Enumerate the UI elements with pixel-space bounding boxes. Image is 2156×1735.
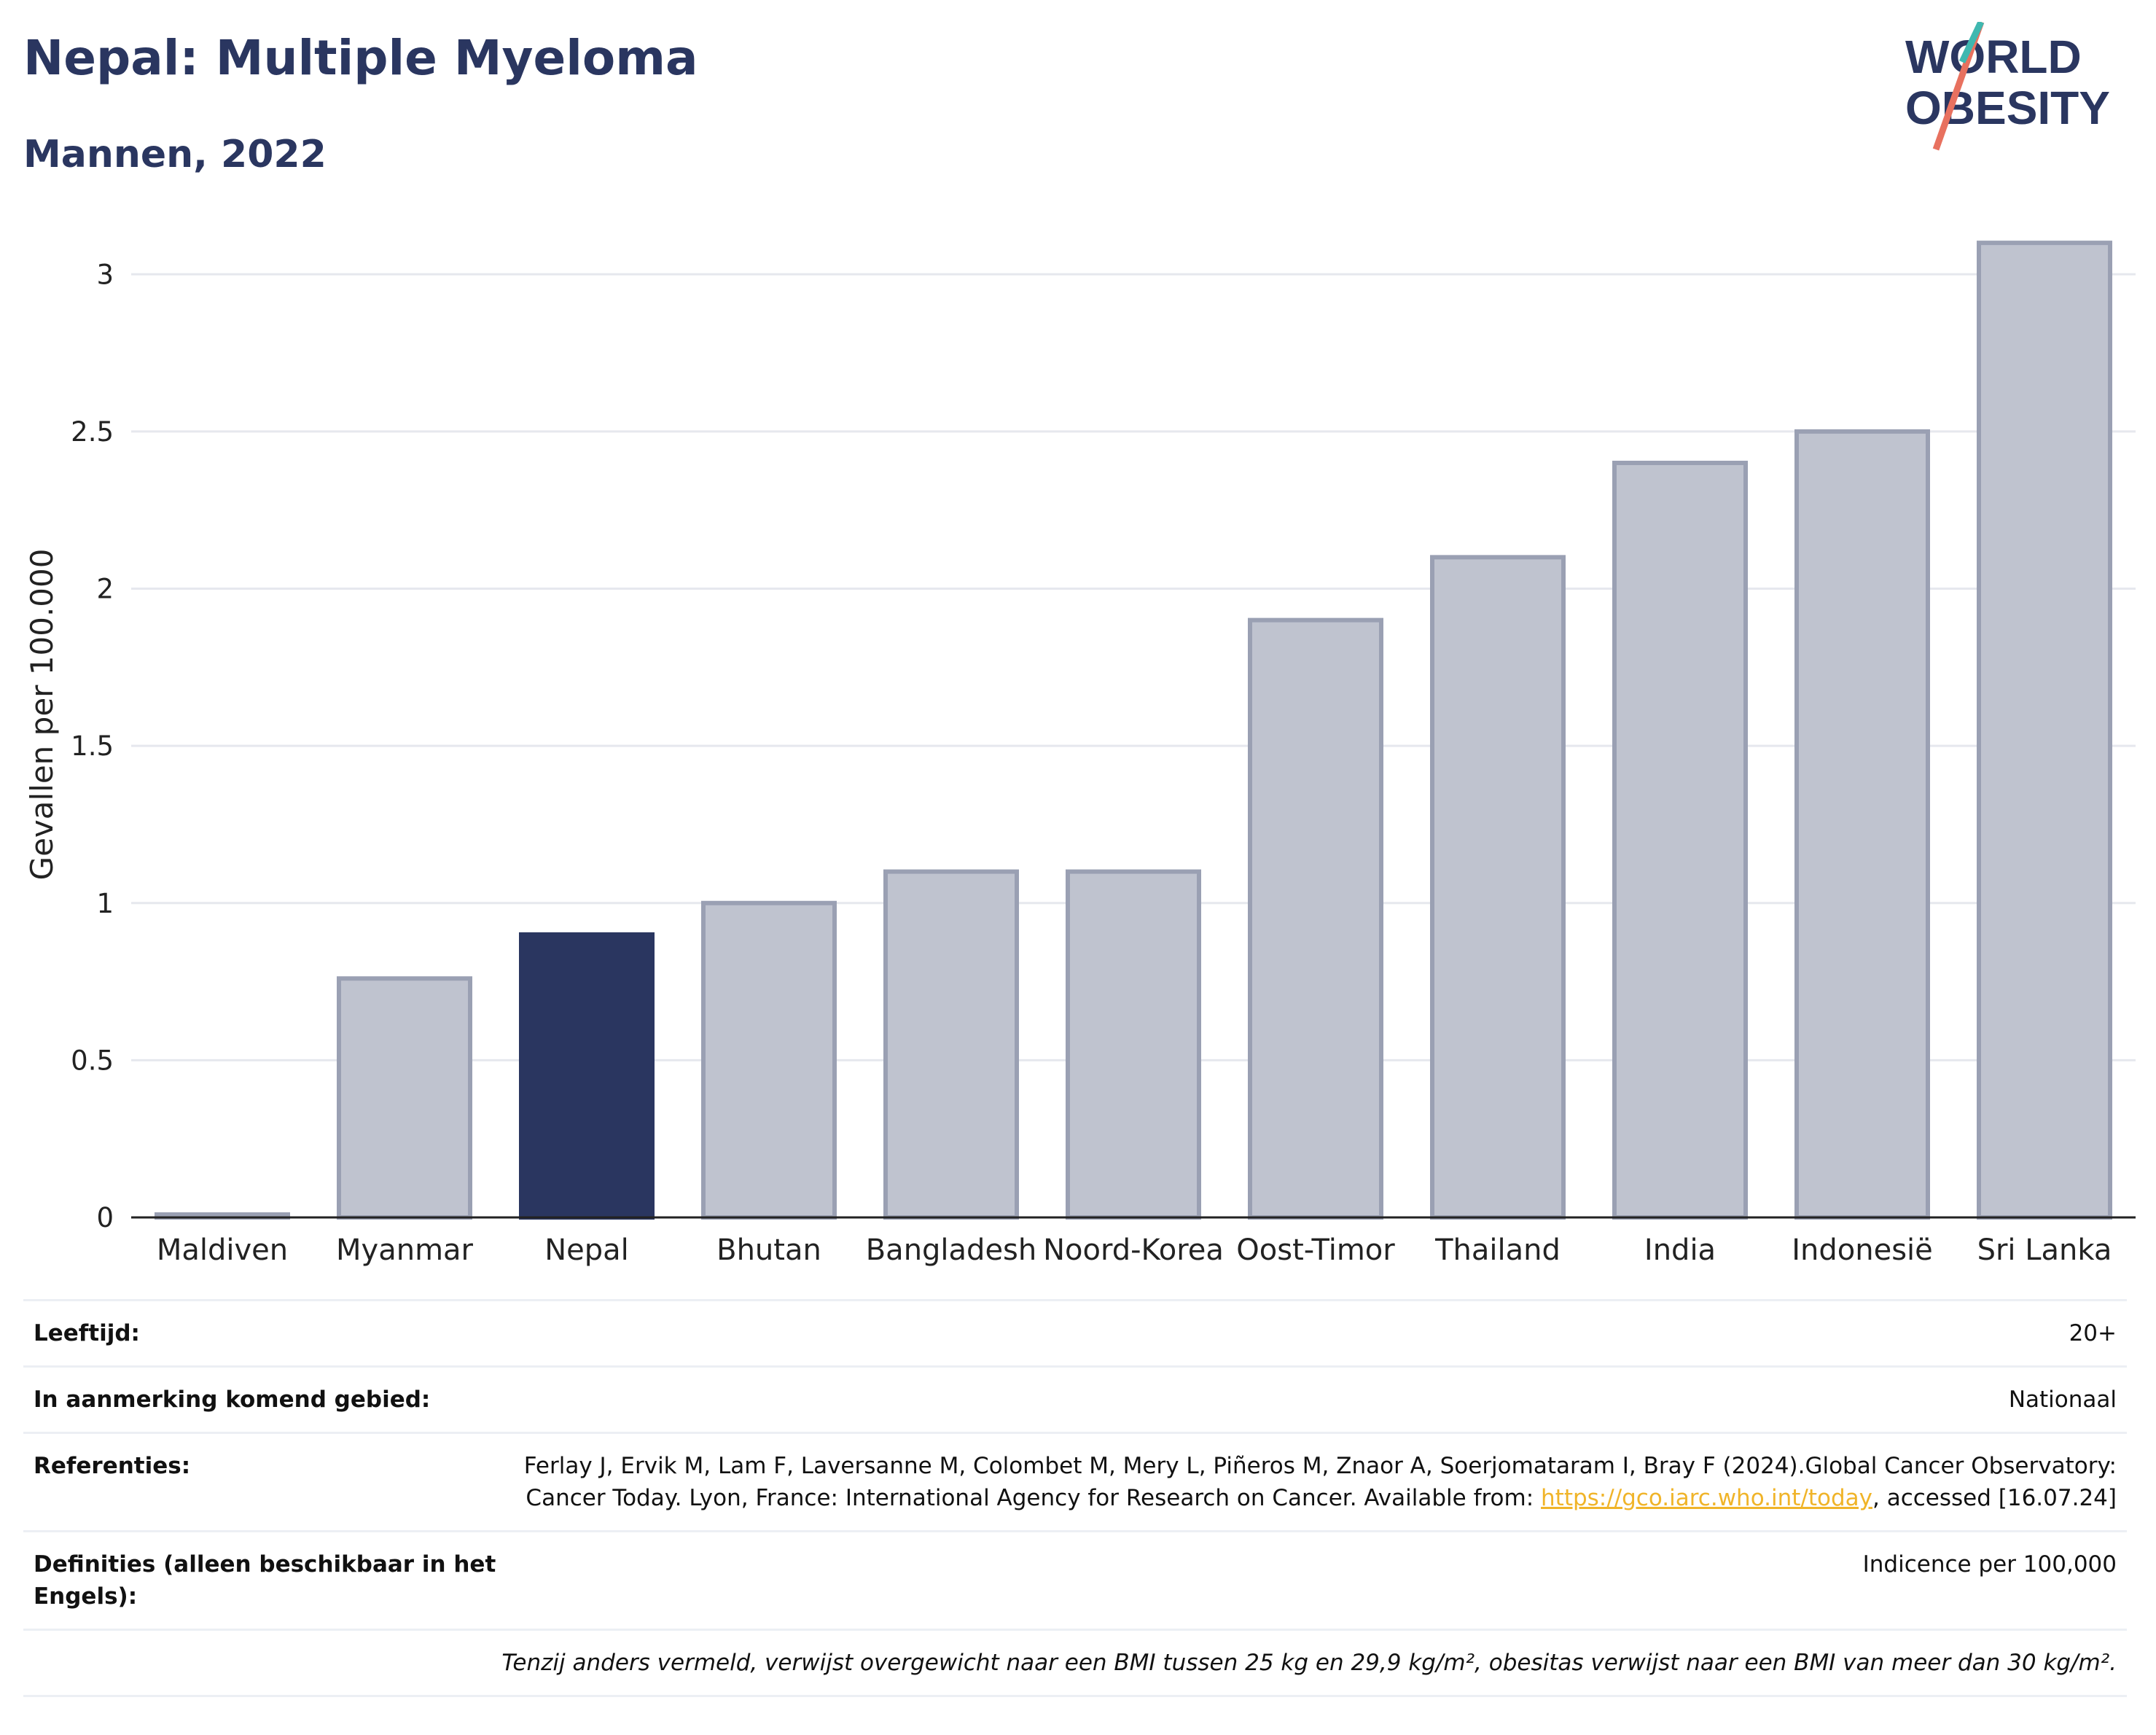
bar-chart: 0 0.5 1 1.5 2 2.5 3 Maldiven Myanmar Nepal Bhutan…	[24, 241, 2136, 1267]
info-row-references: Referenties: Ferlay J, Ervik M, Lam F, L…	[23, 1432, 2127, 1530]
x-tick-label: Thailand	[1434, 1233, 1561, 1267]
y-axis-label: Gevallen per 100.000	[24, 549, 60, 881]
y-tick-label: 1.5	[71, 730, 114, 762]
bar-nepal	[519, 932, 655, 1220]
svg-text:OBESITY: OBESITY	[1905, 82, 2110, 134]
info-key: Leeftijd:	[34, 1320, 140, 1346]
x-tick-label: Oost-Timor	[1236, 1233, 1395, 1267]
x-tick-label: Myanmar	[336, 1233, 474, 1267]
bar-oost-timor	[1248, 617, 1383, 1220]
info-table: Leeftijd: 20+ In aanmerking komend gebie…	[23, 1299, 2127, 1697]
x-tick-label: Noord-Korea	[1043, 1233, 1224, 1267]
bar-bhutan	[701, 900, 837, 1220]
x-tick-label: Bangladesh	[866, 1233, 1037, 1267]
page-title: Nepal: Multiple Myeloma	[23, 30, 698, 86]
bar-indonesi-	[1794, 429, 1930, 1220]
reference-link[interactable]: https://gco.iarc.who.int/today	[1541, 1485, 1872, 1511]
info-value: 20+	[2069, 1320, 2117, 1346]
info-row-definitions: Definities (alleen beschikbaar in het En…	[23, 1530, 2127, 1629]
reference-accessed: , accessed [16.07.24]	[1872, 1485, 2117, 1511]
x-tick-label: Sri Lanka	[1977, 1233, 2112, 1267]
reference-text: Ferlay J, Ervik M, Lam F, Laversanne M, …	[523, 1453, 2117, 1511]
bar-myanmar	[337, 976, 472, 1220]
x-tick-label: Indonesië	[1792, 1233, 1933, 1267]
y-tick-label: 0.5	[71, 1045, 114, 1076]
world-obesity-logo: WORLD OBESITY	[1905, 22, 2110, 151]
info-value: Indicence per 100,000	[1862, 1551, 2117, 1578]
bar-india	[1612, 461, 1748, 1220]
info-key: In aanmerking komend gebied:	[34, 1387, 431, 1413]
x-ticks: Maldiven Myanmar Nepal Bhutan Bangladesh Noor…	[157, 1233, 2112, 1267]
svg-text:WORLD: WORLD	[1905, 31, 2082, 83]
y-tick-label: 2	[96, 574, 114, 605]
bars	[155, 241, 2112, 1220]
y-tick-label: 3	[96, 259, 114, 290]
y-tick-label: 1	[96, 888, 114, 919]
bar-thailand	[1430, 555, 1566, 1220]
bar-noord-korea	[1066, 869, 1201, 1220]
x-tick-label: Bhutan	[716, 1233, 821, 1267]
page-subtitle: Mannen, 2022	[23, 133, 327, 177]
info-row-area: In aanmerking komend gebied: Nationaal	[23, 1365, 2127, 1432]
info-row-age: Leeftijd: 20+	[23, 1299, 2127, 1365]
x-tick-label: Maldiven	[157, 1233, 288, 1267]
info-key: Referenties:	[34, 1453, 191, 1479]
x-tick-label: India	[1644, 1233, 1716, 1267]
bar-sri-lanka	[1977, 241, 2112, 1220]
y-tick-label: 2.5	[71, 416, 114, 448]
info-value: Nationaal	[2008, 1387, 2117, 1413]
y-tick-label: 0	[96, 1202, 114, 1233]
info-value: Ferlay J, Ervik M, Lam F, Laversanne M, …	[507, 1450, 2117, 1514]
x-tick-label: Nepal	[544, 1233, 629, 1267]
y-ticks: 0 0.5 1 1.5 2 2.5 3	[71, 259, 114, 1233]
info-key: Definities (alleen beschikbaar in het En…	[34, 1551, 496, 1610]
header: Nepal: Multiple Myeloma Mannen, 2022	[23, 29, 1773, 178]
bmi-note: Tenzij anders vermeld, verwijst overgewi…	[23, 1629, 2127, 1697]
bar-bangladesh	[883, 869, 1019, 1220]
